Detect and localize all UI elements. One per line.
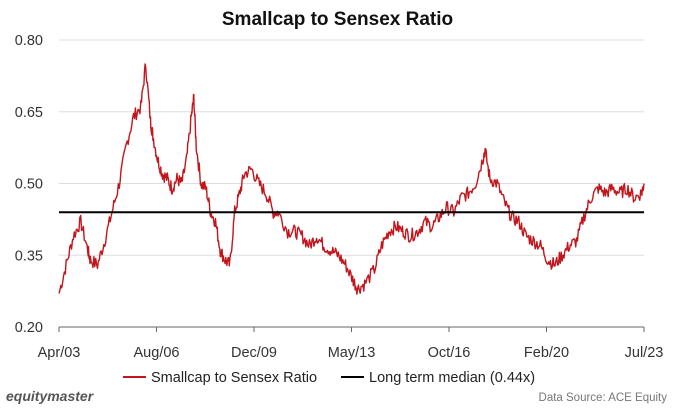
x-tick-label: Dec/09 xyxy=(231,345,277,361)
chart-title: Smallcap to Sensex Ratio xyxy=(222,9,453,30)
x-tick-label: Aug/06 xyxy=(134,345,180,361)
series-line-smallcap-ratio xyxy=(58,63,645,295)
x-tick-label: Jul/23 xyxy=(625,345,664,361)
y-tick-label: 0.50 xyxy=(15,177,43,193)
y-tick-label: 0.35 xyxy=(15,248,43,264)
gridlines xyxy=(59,39,644,256)
data-source-note: Data Source: ACE Equity xyxy=(539,392,668,404)
y-tick-label: 0.65 xyxy=(15,105,43,121)
x-tick-label: May/13 xyxy=(328,345,376,361)
y-axis: 0.20 0.35 0.50 0.65 0.80 xyxy=(15,33,43,336)
brand-logo: equitymaster xyxy=(6,388,95,404)
x-tick-label: Oct/16 xyxy=(428,345,471,361)
x-tick-label: Feb/20 xyxy=(524,345,569,361)
plot-area xyxy=(58,63,645,295)
x-tick-label: Apr/03 xyxy=(38,345,81,361)
legend: Smallcap to Sensex Ratio Long term media… xyxy=(123,370,535,386)
legend-label-ratio: Smallcap to Sensex Ratio xyxy=(151,370,317,386)
legend-label-median: Long term median (0.44x) xyxy=(369,370,535,386)
y-tick-label: 0.80 xyxy=(15,33,43,49)
x-axis: Apr/03 Aug/06 Dec/09 May/13 Oct/16 Feb/20 Jul/… xyxy=(38,326,664,361)
y-tick-label: 0.20 xyxy=(15,320,43,336)
